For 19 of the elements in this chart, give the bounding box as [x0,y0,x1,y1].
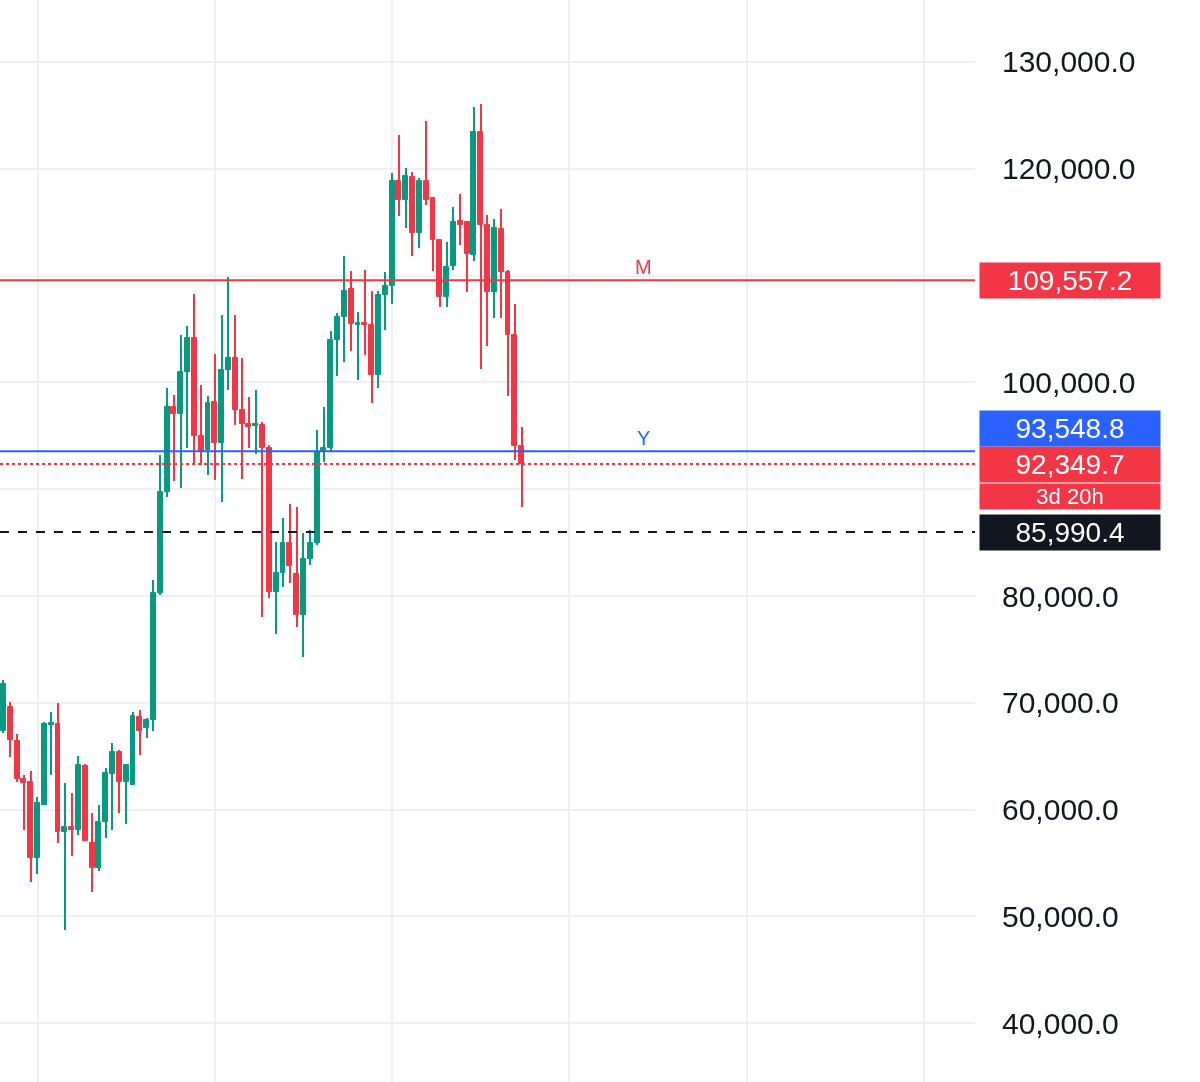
text: 3d 20h [1036,484,1104,509]
text: 85,990.4 [1015,517,1125,548]
y-tick-label: 130,000.0 [1002,45,1136,79]
y-tick-label: 60,000.0 [1002,793,1119,827]
text: 93,548.8 [1015,413,1125,444]
ref-line-label: Y [637,427,651,449]
candlestick [68,793,74,856]
y-tick-label: 70,000.0 [1002,686,1119,720]
y-tick-label: 40,000.0 [1002,1006,1119,1040]
candlestick [61,783,67,930]
y-tick-label: 80,000.0 [1002,579,1119,613]
text: 92,349.7 [1015,449,1125,480]
y-tick-label: 100,000.0 [1002,365,1136,399]
candlestick [355,312,360,380]
y-tick-label: 120,000.0 [1002,152,1136,186]
y-tick-label: 50,000.0 [1002,899,1119,933]
text: 109,557.2 [1007,265,1133,296]
candlestick [252,390,258,454]
ref-line-label: M [635,256,652,278]
